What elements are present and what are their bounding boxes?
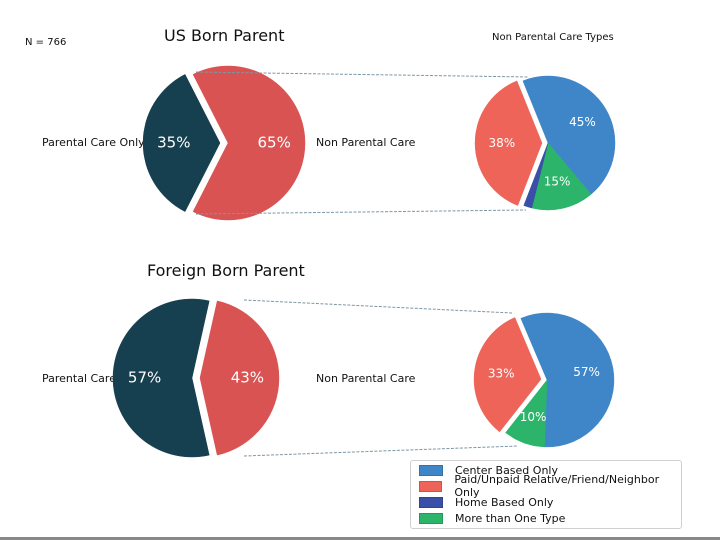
legend-swatch-center-based bbox=[419, 464, 443, 476]
us-types-center-based-pct: 45% bbox=[569, 115, 596, 129]
us-non-parental-care-label: Non Parental Care bbox=[316, 136, 416, 149]
connector-line bbox=[243, 445, 519, 457]
legend-swatch-home-based bbox=[419, 496, 443, 508]
us-types-more-than-one-slice bbox=[531, 142, 592, 211]
window-bottom-border bbox=[0, 537, 720, 540]
us-types-relative-slice bbox=[474, 80, 543, 206]
legend-swatch-relative bbox=[419, 480, 443, 492]
connector-line bbox=[243, 299, 513, 314]
legend-item-center-based: Center Based Only bbox=[419, 462, 558, 478]
legend-label: Paid/Unpaid Relative/Friend/Neighbor Onl… bbox=[454, 473, 660, 499]
us-non-parental-slice bbox=[192, 65, 306, 221]
fb-types-center-based-pct: 57% bbox=[573, 365, 600, 379]
legend-swatch-more-than-one bbox=[419, 512, 443, 524]
fb-parental-slice bbox=[112, 298, 210, 458]
us-non-parental-pct: 65% bbox=[258, 134, 291, 152]
fb-types-relative-pct: 33% bbox=[488, 366, 515, 380]
us-born-title: US Born Parent bbox=[164, 26, 285, 45]
us-parental-slice bbox=[142, 74, 221, 212]
us-types-more-than-one-pct: 15% bbox=[544, 175, 571, 189]
fb-non-parental-care-label: Non Parental Care bbox=[316, 372, 416, 385]
us-types-center-based-slice bbox=[522, 75, 616, 195]
fb-types-relative-slice bbox=[473, 317, 542, 433]
us-parental-care-label: Parental Care Only bbox=[42, 136, 145, 149]
connector-line bbox=[195, 71, 529, 78]
fb-non-parental-slice bbox=[199, 300, 280, 456]
legend-item-relative: Paid/Unpaid Relative/Friend/Neighbor Onl… bbox=[419, 473, 681, 499]
fb-types-center-based-slice bbox=[520, 312, 615, 448]
fb-parental-pct: 57% bbox=[128, 369, 161, 387]
legend-label: More than One Type bbox=[455, 511, 566, 525]
us-types-home-based-slice bbox=[523, 142, 549, 209]
non-parental-types-title: Non Parental Care Types bbox=[492, 32, 614, 43]
fb-types-more-than-one-slice bbox=[505, 379, 548, 448]
foreign-born-title: Foreign Born Parent bbox=[147, 261, 305, 280]
us-parental-pct: 35% bbox=[157, 134, 190, 152]
fb-non-parental-pct: 43% bbox=[231, 369, 264, 387]
legend: Center Based Only Paid/Unpaid Relative/F… bbox=[410, 460, 682, 529]
sample-size-label: N = 766 bbox=[25, 37, 67, 48]
connector-line bbox=[195, 209, 527, 215]
legend-item-more-than-one: More than One Type bbox=[419, 510, 565, 526]
legend-label: Center Based Only bbox=[455, 463, 558, 477]
us-types-relative-pct: 38% bbox=[488, 136, 515, 150]
fb-types-more-than-one-pct: 10% bbox=[520, 410, 547, 424]
legend-label: Home Based Only bbox=[455, 495, 554, 509]
legend-item-home-based: Home Based Only bbox=[419, 494, 553, 510]
